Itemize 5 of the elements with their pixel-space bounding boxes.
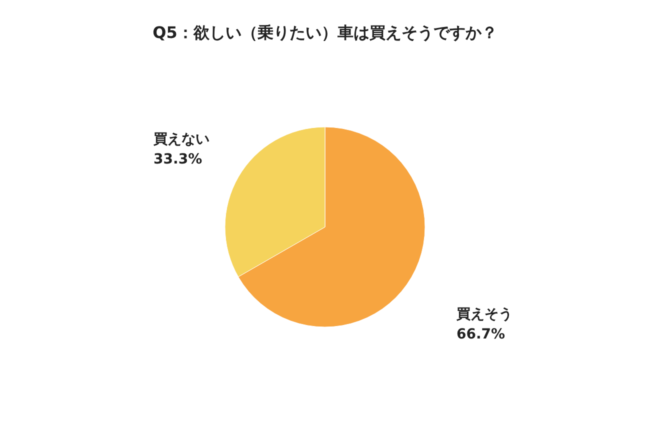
slice-label: 買えない: [152, 131, 210, 148]
slice-label: 買えそう: [455, 306, 512, 323]
data-label: 66.7%: [456, 326, 506, 343]
data-label: 33.3%: [154, 151, 202, 168]
chart-title: Q5：欲しい（乗りたい）車は買えそうですか？: [152, 23, 498, 42]
